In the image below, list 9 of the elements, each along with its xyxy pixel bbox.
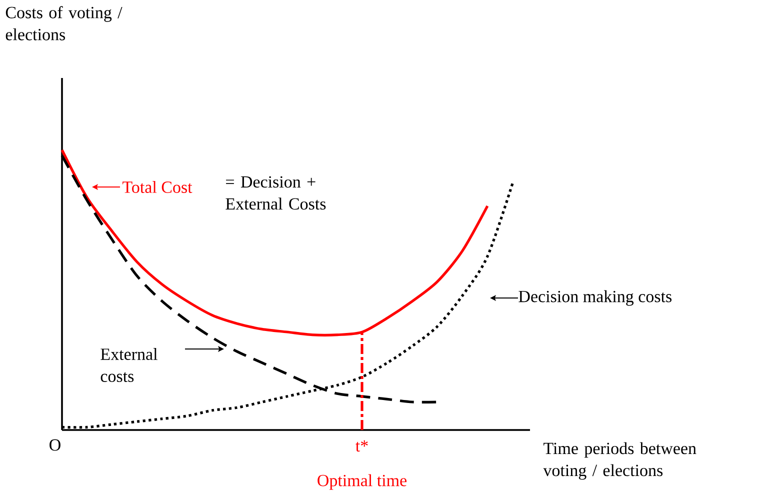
text: Costs of voting / elections (6, 6, 122, 40)
x-axis-title: Time periods between voting / elections (543, 442, 696, 480)
legend-label: Total Cost (122, 180, 192, 193)
annotation: = Decision + External Costs (226, 176, 326, 210)
legend-label: Decision making costs (518, 290, 672, 306)
text: External costs (100, 348, 158, 382)
text: t* (356, 440, 368, 452)
text: Optimal time (318, 474, 407, 490)
text: O (50, 439, 60, 451)
